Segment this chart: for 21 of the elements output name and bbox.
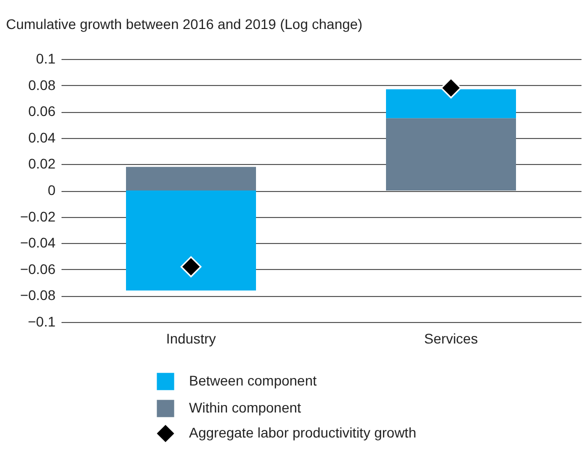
bar: [126, 166, 256, 190]
y-tick-label: 0.06: [28, 103, 56, 120]
x-tick-label: Industry: [166, 330, 216, 346]
x-tick-label: Services: [424, 330, 478, 346]
bar: [386, 89, 516, 118]
legend-label: Within component: [189, 400, 302, 416]
legend-label: Aggregate labor productivitity growth: [189, 424, 416, 440]
bar: [386, 118, 516, 190]
legend-label: Between component: [189, 372, 317, 388]
y-tick-label: −0.06: [20, 260, 56, 277]
y-tick-label: 0: [48, 182, 56, 198]
y-tick-label: 0.1: [36, 50, 56, 66]
y-tick-label: 0.02: [28, 156, 56, 172]
y-tick-label: −0.08: [20, 287, 56, 304]
bar: [126, 190, 256, 290]
chart-title: Cumulative growth between 2016 and 2019 (Log change): [6, 16, 362, 32]
y-tick-label: −0.02: [20, 208, 56, 224]
y-tick-label: 0.04: [28, 129, 56, 146]
y-tick-label: −0.04: [20, 234, 56, 251]
y-tick-label: −0.1: [28, 314, 56, 330]
y-tick-label: 0.08: [28, 76, 56, 93]
